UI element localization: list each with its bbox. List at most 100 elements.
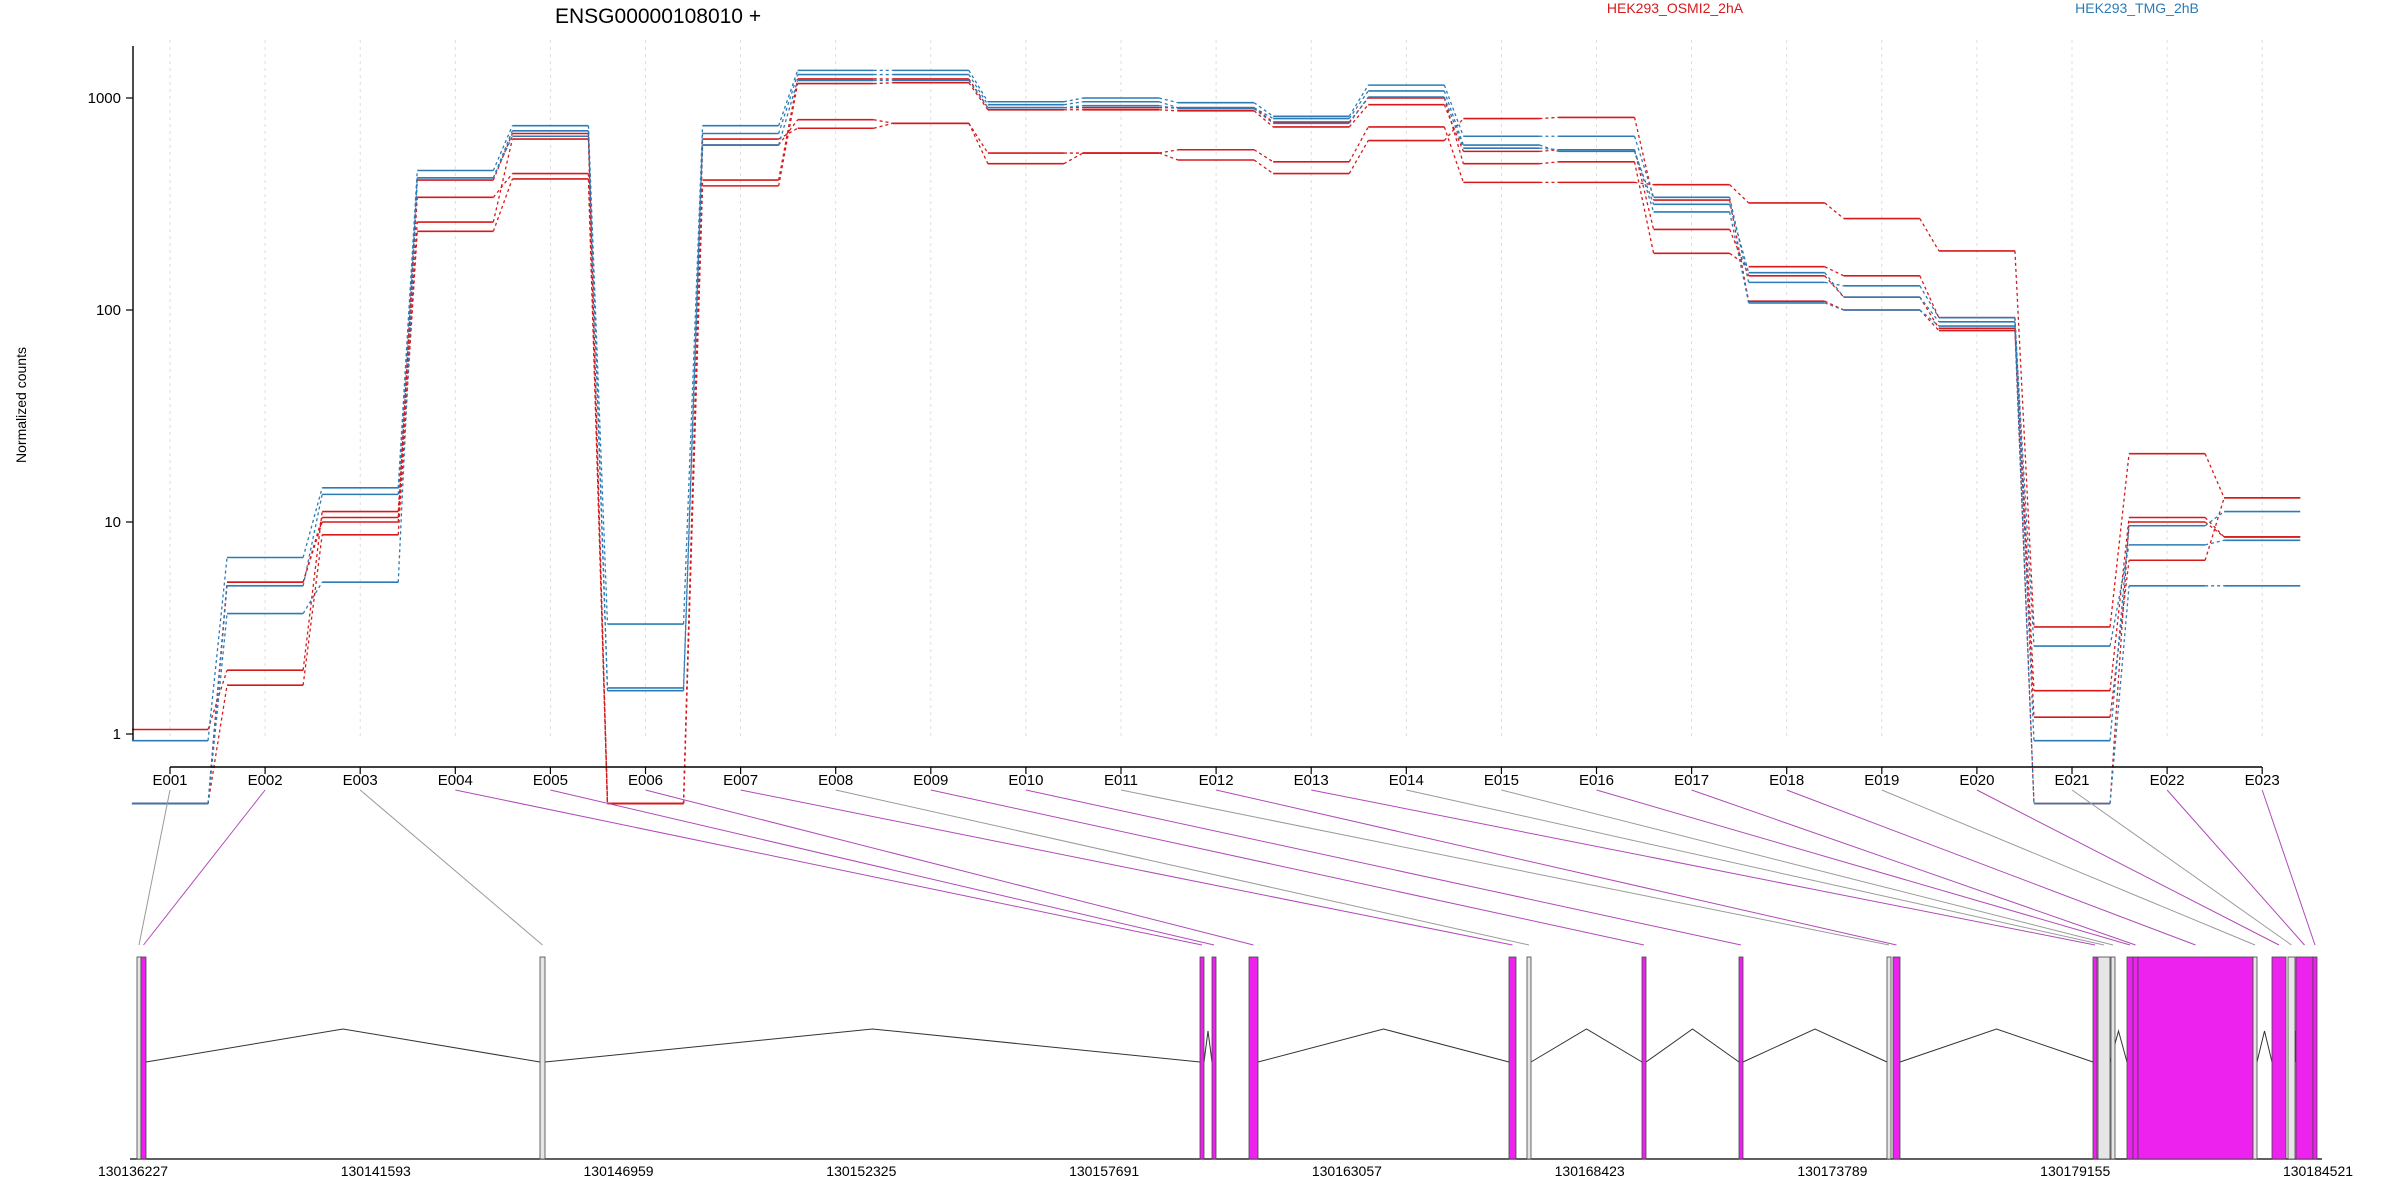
- series-5-connector-6: [682, 125, 704, 625]
- coordinate-label-7: 130168423: [1555, 1163, 1625, 1179]
- series-lines: [131, 69, 2301, 805]
- series-5-connector-9: [968, 70, 989, 103]
- series-5-connector-10: [1063, 97, 1084, 103]
- series-2-connector-2: [302, 511, 323, 671]
- x-tick-label-e022: E022: [2150, 772, 2185, 789]
- series-3-connector-21: [2109, 453, 2130, 627]
- series-3-connector-17: [1729, 184, 1750, 204]
- series-1-connector-15: [1539, 149, 1559, 153]
- connector-e006: [645, 789, 1254, 946]
- series-5-connector-22: [2204, 511, 2225, 527]
- intron-10: [2256, 1030, 2273, 1063]
- series-6-connector-5: [587, 130, 609, 688]
- connector-e010: [1025, 789, 1742, 946]
- x-tick-label-e012: E012: [1199, 772, 1234, 789]
- legend-item-osmi2: HEK293_OSMI2_2hA: [1607, 0, 1744, 16]
- series-5-connector-2: [302, 487, 323, 558]
- x-tick-label-e019: E019: [1864, 772, 1899, 789]
- exon-box-e002: [140, 956, 147, 1160]
- series-5-connector-5: [587, 125, 609, 625]
- chart-title: ENSG00000108010 +: [555, 5, 761, 28]
- series-5-connector-16: [1633, 136, 1655, 198]
- series-4-connector-17: [1729, 199, 1750, 302]
- connector-e007: [740, 789, 1513, 946]
- connector-e022: [2166, 789, 2305, 946]
- connector-e003: [359, 789, 543, 946]
- series-6-connector-3: [397, 177, 418, 495]
- series-6-connector-7: [778, 74, 799, 134]
- series-2-connector-19: [1919, 275, 1940, 318]
- series-4-connector-6: [682, 139, 704, 804]
- series-5-connector-4: [492, 125, 513, 171]
- series-6-connector-21: [2109, 544, 2130, 647]
- genomic-coordinates: 130136227 130141593 130146959 130152325 1301…: [98, 1163, 2353, 1179]
- exon-box-e003: [539, 956, 546, 1160]
- series-6-connector-2: [302, 494, 323, 586]
- series-3-connector-14: [1443, 126, 1464, 183]
- series-5-connector-19: [1919, 285, 1940, 319]
- exon-box-e015: [2110, 956, 2116, 1160]
- y-axis-label: Normalized counts: [13, 347, 29, 463]
- x-ticks: E001 E002 E003 E004 E005 E006 E007 E008 E009 E010…: [152, 767, 2280, 789]
- exon-box-e008: [1526, 956, 1532, 1160]
- x-tick-label-e001: E001: [152, 772, 187, 789]
- series-3-connector-16: [1634, 181, 1654, 186]
- exon-box-e011: [1886, 956, 1892, 1160]
- series-2-connector-16: [1633, 161, 1655, 254]
- series-5-hek293_tmg_2hb: [131, 69, 2301, 742]
- series-7-connector-4: [492, 135, 513, 179]
- connector-e023: [2261, 789, 2316, 946]
- series-6-connector-11: [1158, 101, 1179, 109]
- series-6-connector-20: [2014, 321, 2035, 647]
- series-6-connector-6: [682, 133, 704, 688]
- x-tick-label-e020: E020: [1959, 772, 1994, 789]
- exon-box-e004: [1199, 956, 1205, 1160]
- series-4-connector-5: [587, 133, 609, 804]
- y-ticks: 1 10 100 1000: [88, 90, 133, 743]
- series-4-connector-4: [492, 133, 513, 181]
- series-6-connector-18: [1824, 272, 1845, 298]
- legend-item-tmg: HEK293_TMG_2hB: [2075, 0, 2199, 16]
- x-tick-label-e021: E021: [2054, 772, 2089, 789]
- series-7-connector-16: [1633, 149, 1655, 213]
- series-4-connector-2: [302, 521, 323, 583]
- series-6-connector-9: [968, 74, 989, 106]
- x-tick-label-e016: E016: [1579, 772, 1614, 789]
- series-1-connector-13: [1348, 104, 1369, 128]
- series-3-connector-4: [492, 138, 513, 223]
- intron-8: [1899, 1028, 2094, 1063]
- series-3-connector-3: [397, 221, 418, 518]
- series-1-connector-12: [1253, 110, 1274, 128]
- exon-box-e007: [1508, 956, 1517, 1160]
- series-1-connector-1: [207, 685, 228, 804]
- series-6-connector-14: [1443, 90, 1464, 146]
- connector-e012: [1215, 789, 1897, 946]
- series-2-connector-21: [2109, 517, 2130, 691]
- exon-box-e005: [1211, 956, 1217, 1160]
- coordinate-label-9: 130179155: [2040, 1163, 2110, 1179]
- connector-e005: [550, 789, 1215, 946]
- series-1-connector-16: [1633, 149, 1655, 230]
- series-3-connector-2: [302, 517, 323, 583]
- x-tick-label-e014: E014: [1389, 772, 1424, 789]
- x-tick-label-e010: E010: [1008, 772, 1043, 789]
- x-tick-label-e023: E023: [2245, 772, 2280, 789]
- coordinate-label-8: 130173789: [1797, 1163, 1867, 1179]
- coordinate-label-3: 130146959: [584, 1163, 654, 1179]
- connector-e020: [1976, 789, 2280, 946]
- exon-box-e013: [2092, 956, 2098, 1160]
- series-7-connector-3: [397, 177, 418, 583]
- series-4-connector-15: [1539, 116, 1559, 120]
- series-7-connector-15: [1539, 147, 1559, 151]
- series-4-connector-22: [2204, 521, 2225, 538]
- series-3-connector-11: [1158, 149, 1179, 154]
- series-7-connector-5: [587, 136, 609, 691]
- series-7-connector-9: [968, 80, 989, 109]
- intron-2: [544, 1028, 1201, 1063]
- connector-e002: [143, 789, 266, 946]
- series-2-connector-7: [778, 78, 799, 181]
- series-2-connector-22: [2204, 517, 2225, 538]
- series-7-connector-19: [1919, 309, 1940, 327]
- series-3-connector-7: [778, 119, 799, 146]
